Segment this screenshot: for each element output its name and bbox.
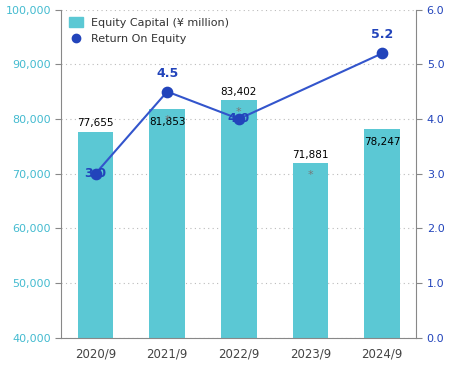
Text: 78,247: 78,247 bbox=[364, 137, 400, 147]
Text: 71,881: 71,881 bbox=[292, 150, 329, 160]
Bar bbox=[77, 132, 113, 366]
Bar bbox=[364, 128, 400, 366]
Text: *: * bbox=[236, 107, 242, 117]
Text: 5.2: 5.2 bbox=[371, 28, 393, 41]
Bar bbox=[221, 100, 257, 366]
Bar bbox=[149, 109, 185, 366]
Text: *: * bbox=[308, 170, 313, 180]
Text: *: * bbox=[164, 115, 170, 126]
Legend: Equity Capital (¥ million), Return On Equity: Equity Capital (¥ million), Return On Eq… bbox=[65, 13, 234, 49]
Bar bbox=[292, 163, 328, 366]
Text: 3.0: 3.0 bbox=[85, 167, 107, 180]
Text: 4.0: 4.0 bbox=[228, 112, 250, 126]
Point bbox=[235, 116, 243, 122]
Text: 77,655: 77,655 bbox=[77, 118, 114, 128]
Text: 83,402: 83,402 bbox=[220, 86, 257, 97]
Point bbox=[164, 89, 171, 94]
Text: 4.5: 4.5 bbox=[156, 67, 178, 79]
Point bbox=[378, 51, 386, 56]
Point bbox=[92, 171, 99, 176]
Text: 81,853: 81,853 bbox=[149, 117, 185, 127]
